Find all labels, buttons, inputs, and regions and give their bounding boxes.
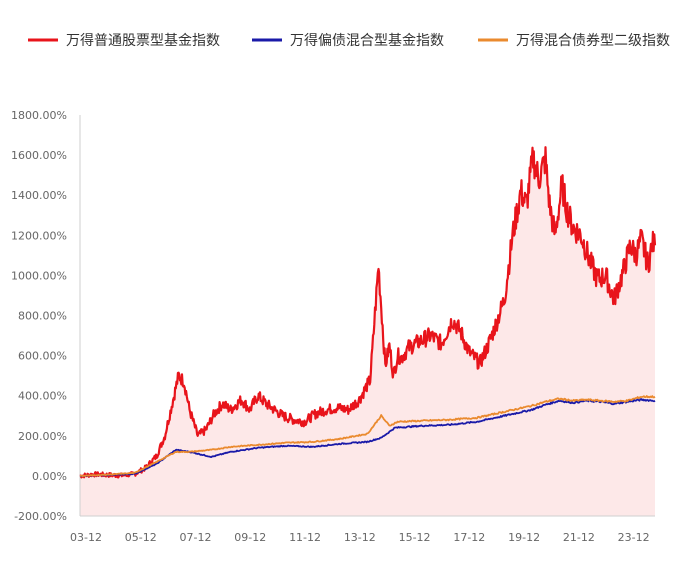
y-tick-label: 600.00% <box>18 350 67 363</box>
legend-label: 万得偏债混合型基金指数 <box>290 32 444 49</box>
y-tick-label: 1200.00% <box>11 229 67 242</box>
y-tick-label: 1400.00% <box>11 189 67 202</box>
y-tick-label: 400.00% <box>18 390 67 403</box>
y-tick-label: -200.00% <box>14 510 67 523</box>
y-tick-label: 200.00% <box>18 430 67 443</box>
x-tick-label: 17-12 <box>453 531 485 544</box>
y-tick-label: 0.00% <box>32 470 67 483</box>
x-tick-label: 23-12 <box>618 531 650 544</box>
legend-label: 万得混合债券型二级指数 <box>516 32 670 49</box>
series-layer <box>79 146 657 479</box>
x-tick-label: 03-12 <box>70 531 102 544</box>
y-tick-label: 1000.00% <box>11 269 67 282</box>
series-line <box>79 395 656 477</box>
y-tick-label: 800.00% <box>18 310 67 323</box>
axes-layer <box>79 115 655 517</box>
tick-labels-layer: -200.00% 0.00% 200.00% 400.00% 600.00% 800.00… <box>11 109 650 544</box>
series-line <box>79 146 657 479</box>
x-tick-label: 09-12 <box>234 531 266 544</box>
series-line <box>79 398 656 478</box>
plot-fill-layer <box>80 147 655 516</box>
x-tick-label: 13-12 <box>344 531 376 544</box>
x-tick-label: 07-12 <box>180 531 212 544</box>
legend: 万得普通股票型基金指数 万得偏债混合型基金指数 万得混合债券型二级指数 <box>28 32 670 49</box>
x-tick-label: 21-12 <box>563 531 595 544</box>
x-tick-label: 15-12 <box>399 531 431 544</box>
y-tick-label: 1800.00% <box>11 109 67 122</box>
x-tick-label: 05-12 <box>125 531 157 544</box>
x-tick-label: 19-12 <box>508 531 540 544</box>
legend-label: 万得普通股票型基金指数 <box>66 32 220 49</box>
y-tick-label: 1600.00% <box>11 149 67 162</box>
series-area-fill <box>80 147 655 516</box>
x-tick-label: 11-12 <box>289 531 321 544</box>
